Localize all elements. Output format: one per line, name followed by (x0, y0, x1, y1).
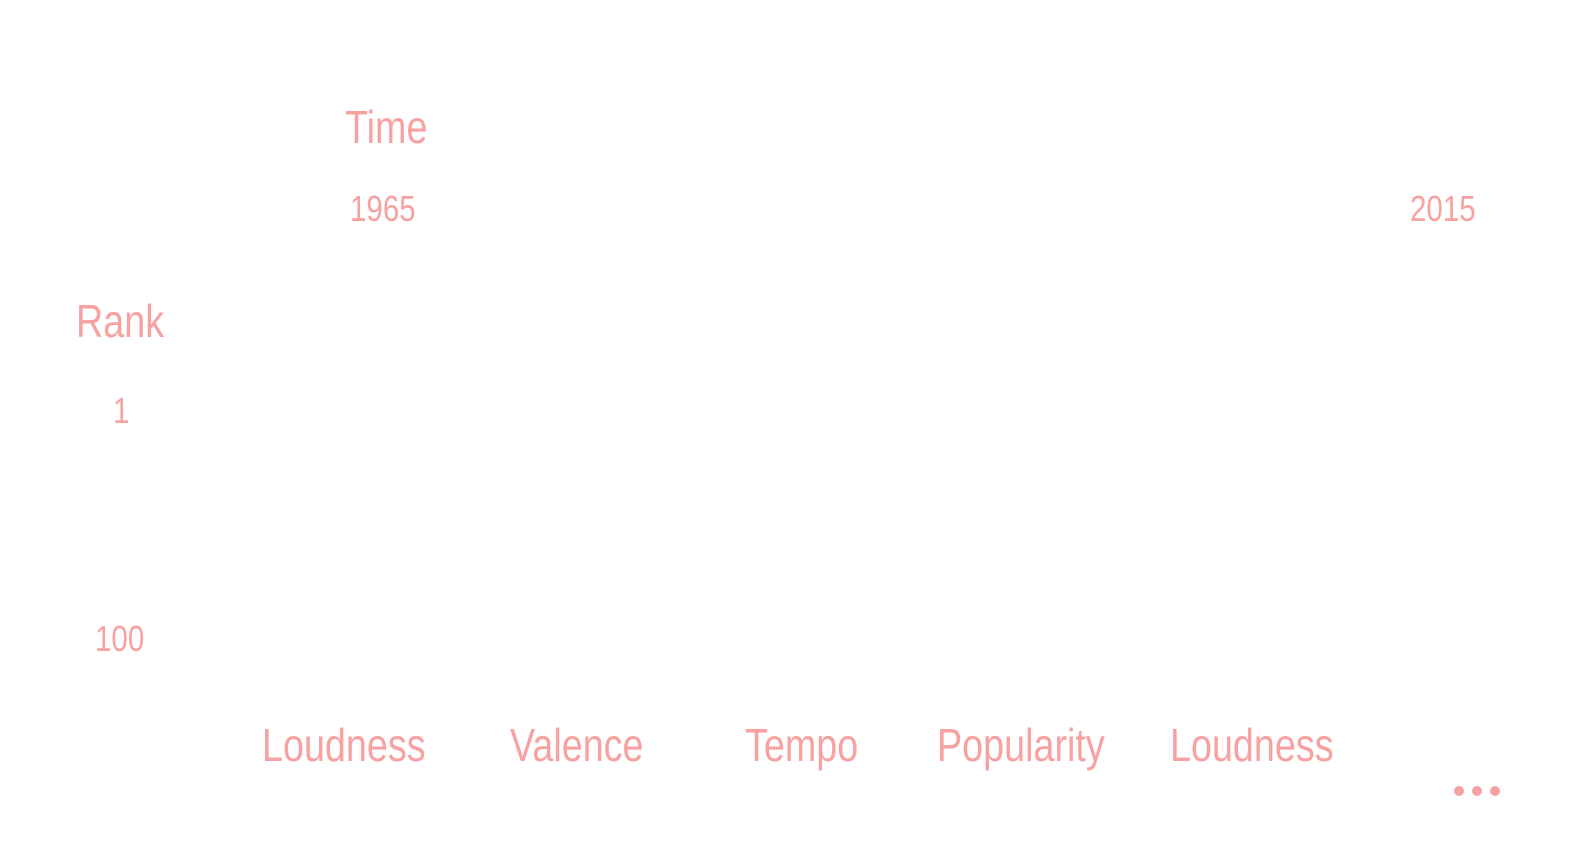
rank-axis-label: Rank (76, 295, 165, 347)
attribute-tempo[interactable]: Tempo (745, 719, 859, 771)
rank-axis-top: 1 (113, 390, 130, 431)
ellipsis-dot (1454, 786, 1464, 796)
time-axis-end: 2015 (1410, 188, 1476, 229)
time-axis-start: 1965 (350, 188, 416, 229)
attribute-valence[interactable]: Valence (510, 719, 644, 771)
time-axis-label: Time (345, 101, 428, 153)
rank-axis-bottom: 100 (95, 618, 145, 659)
ellipsis-dot (1490, 786, 1500, 796)
attribute-popularity[interactable]: Popularity (937, 719, 1105, 771)
attribute-loudness[interactable]: Loudness (262, 719, 426, 771)
attribute-loudness-2[interactable]: Loudness (1170, 719, 1334, 771)
ellipsis-icon[interactable] (1454, 786, 1500, 796)
ellipsis-dot (1472, 786, 1482, 796)
